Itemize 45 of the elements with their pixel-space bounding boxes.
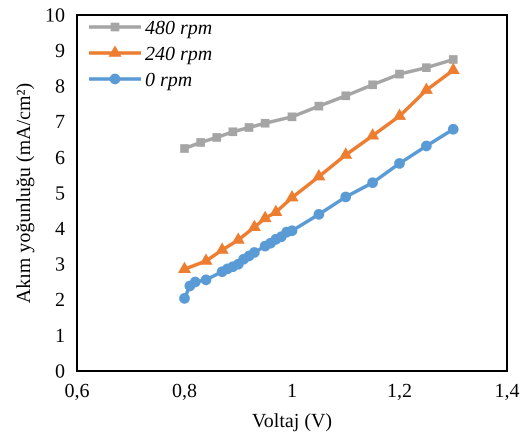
point — [228, 127, 238, 136]
x-tick-label: 1 — [287, 380, 297, 402]
point — [314, 102, 324, 110]
point — [249, 247, 260, 258]
point — [190, 276, 201, 288]
point — [212, 133, 222, 142]
y-tick-label: 10 — [45, 4, 65, 26]
point — [448, 124, 459, 135]
point — [367, 177, 378, 188]
point — [340, 192, 352, 202]
legend-label: 240 rpm — [145, 43, 212, 65]
x-tick-label: 1,4 — [494, 380, 520, 402]
point — [244, 123, 254, 132]
x-tick-label: 1,2 — [387, 380, 412, 402]
y-axis-title: Akım yoğunluğu (mA/cm²) — [13, 82, 35, 304]
point — [288, 112, 296, 122]
y-tick-label: 7 — [55, 111, 65, 134]
point — [395, 70, 404, 78]
legend-label: 480 rpm — [145, 17, 212, 39]
y-tick-label: 1 — [55, 324, 65, 347]
point — [179, 293, 190, 304]
legend-label: 0 rpm — [145, 69, 192, 91]
point — [448, 55, 458, 64]
point — [196, 138, 205, 147]
x-tick-label: 0,8 — [172, 380, 197, 402]
point — [341, 91, 350, 100]
point — [314, 209, 324, 220]
point — [422, 63, 431, 72]
y-tick-label: 3 — [55, 254, 65, 276]
y-tick-label: 0 — [55, 360, 65, 382]
point — [286, 225, 298, 236]
point — [421, 140, 432, 152]
point — [200, 274, 212, 286]
y-tick-label: 5 — [55, 182, 65, 204]
y-tick-label: 2 — [55, 289, 65, 312]
x-tick-label: 0,6 — [64, 380, 90, 402]
y-tick-label: 9 — [55, 40, 65, 62]
y-tick-label: 8 — [55, 76, 65, 98]
y-tick-label: 4 — [55, 218, 65, 240]
point — [260, 118, 270, 128]
point — [368, 80, 377, 90]
point — [180, 144, 189, 153]
y-tick-label: 6 — [55, 146, 65, 169]
x-axis-title: Voltaj (V) — [252, 410, 332, 432]
point — [394, 158, 405, 169]
